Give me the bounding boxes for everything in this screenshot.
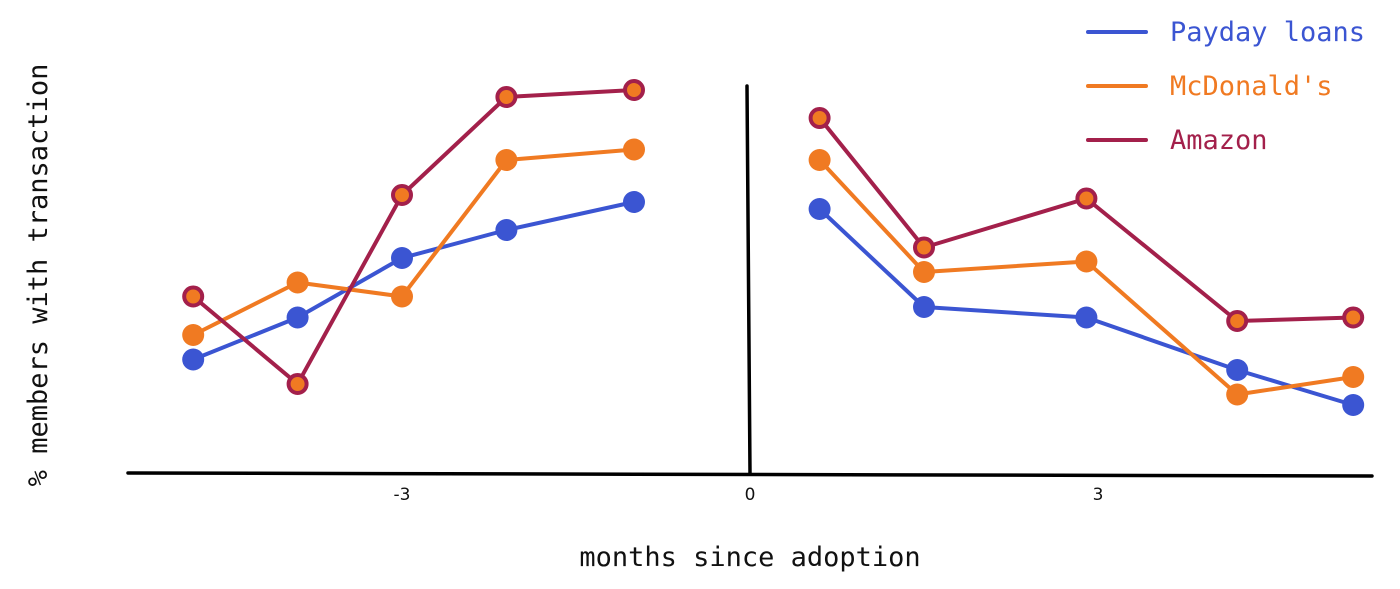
data-point [1075, 187, 1098, 210]
series-mcdonald-s [182, 138, 1365, 406]
data-point [623, 191, 645, 213]
data-point [391, 285, 413, 308]
x-tick-label: 0 [745, 485, 756, 505]
data-point [495, 86, 518, 108]
data-point [913, 236, 935, 259]
data-point [1342, 394, 1365, 416]
data-point [623, 79, 645, 101]
data-point [913, 261, 935, 283]
x-axis-title: months since adoption [579, 542, 920, 573]
data-point [1226, 310, 1249, 332]
data-point [1075, 306, 1098, 329]
data-point [286, 271, 309, 294]
data-point [286, 373, 309, 395]
x-tick-label: -3 [394, 485, 411, 505]
data-point [1226, 359, 1249, 381]
data-point [808, 198, 831, 220]
data-point [391, 247, 413, 269]
data-point [286, 306, 309, 329]
data-point [182, 285, 205, 308]
data-point [808, 149, 831, 171]
y-axis-divider [745, 84, 752, 475]
axes [126, 84, 1374, 478]
data-point [182, 324, 205, 346]
data-point [495, 219, 518, 241]
data-point [391, 184, 413, 206]
data-point [495, 149, 518, 171]
data-point [1226, 383, 1249, 406]
legend-label: Payday loans [1170, 17, 1365, 48]
x-tick-label: 3 [1093, 485, 1104, 505]
data-point [808, 107, 831, 129]
series-amazon [182, 79, 1365, 395]
series-line-mcdonald-s-before [191, 147, 636, 337]
series-line-amazon-after [817, 116, 1356, 323]
data-point [1075, 250, 1098, 273]
legend-label: Amazon [1170, 125, 1268, 156]
data-point [182, 348, 205, 371]
series-payday-loans [182, 191, 1365, 416]
legend: Payday loans McDonald's Amazon [1086, 17, 1365, 156]
data-point [623, 138, 645, 161]
data-point [1342, 306, 1365, 329]
x-tick-labels: -3 0 3 [394, 485, 1104, 505]
y-axis-title: % members with transaction [23, 64, 54, 487]
series-layer [182, 79, 1365, 416]
legend-label: McDonald's [1170, 71, 1333, 102]
series-line-amazon-before [191, 88, 636, 386]
data-point [1342, 366, 1365, 388]
data-point [913, 296, 935, 318]
